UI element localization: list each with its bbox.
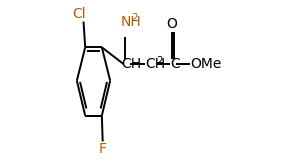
Text: F: F <box>99 142 107 156</box>
Text: NH: NH <box>120 15 141 29</box>
Text: CH: CH <box>121 57 141 71</box>
Text: OMe: OMe <box>190 57 222 71</box>
Text: Cl: Cl <box>72 7 86 21</box>
Text: 2: 2 <box>156 56 163 66</box>
Text: O: O <box>166 17 177 31</box>
Text: CH: CH <box>145 57 165 71</box>
Text: 2: 2 <box>131 13 138 23</box>
Text: C: C <box>171 57 180 71</box>
